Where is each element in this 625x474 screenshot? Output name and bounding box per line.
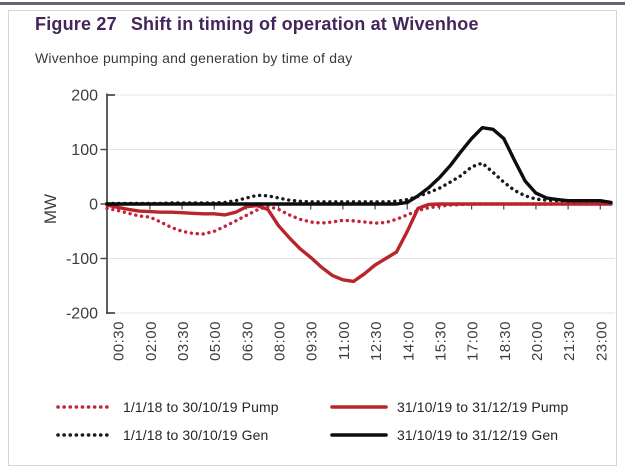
legend-item-pump-new: 31/10/19 to 31/12/19 Pump [330,393,611,421]
legend-label-gen-new: 31/10/19 to 31/12/19 Gen [397,427,559,443]
x-axis-tick-label: 23:00 [593,321,610,361]
legend-item-gen-new: 31/10/19 to 31/12/19 Gen [330,421,611,449]
x-axis-tick-label: 06:30 [239,321,256,361]
x-axis-tick-label: 11:00 [336,321,353,360]
y-axis-tick-label: 0 [89,197,98,214]
y-axis-title: MW [41,194,60,224]
x-axis-tick-label: 05:00 [207,321,224,361]
pump-old-legend-swatch [56,405,114,409]
x-axis-tick-label: 02:00 [143,321,160,361]
y-axis-tick-label: 200 [71,88,98,105]
legend-label-gen-old: 1/1/18 to 30/10/19 Gen [123,427,269,443]
x-axis-tick-label: 03:30 [175,321,192,361]
legend-label-pump-new: 31/10/19 to 31/12/19 Pump [397,399,569,415]
y-axis-tick-label: -100 [66,251,98,268]
legend-item-pump-old: 1/1/18 to 30/10/19 Pump [56,393,330,421]
chart-legend: 1/1/18 to 30/10/19 Pump 31/10/19 to 31/12… [56,393,611,449]
gen-old-legend-swatch [56,433,114,437]
x-axis-tick-label: 09:30 [304,321,321,361]
figure-title: Shift in timing of operation at Wivenhoe [130,14,479,34]
y-axis-tick-label: -200 [66,306,98,323]
figure-label: Figure 27 [35,14,117,34]
legend-item-gen-old: 1/1/18 to 30/10/19 Gen [56,421,330,449]
chart-subtitle: Wivenhoe pumping and generation by time … [35,50,353,66]
gen-old-line [105,161,613,206]
x-axis-tick-label: 08:00 [272,321,289,361]
pump-new-line [105,202,613,284]
x-axis-tick-label: 20:00 [529,321,546,361]
pump-new-legend-swatch [330,405,388,409]
x-axis-tick-label: 18:30 [497,321,514,361]
x-axis-tick-label: 14:00 [400,321,417,361]
x-axis-tick-label: 00:30 [111,321,128,361]
figure-border [8,10,617,466]
x-axis-tick-label: 17:00 [465,321,482,361]
x-axis-tick-label: 12:30 [368,321,385,361]
y-axis-tick-label: 100 [71,142,98,159]
x-axis-tick-label: 21:30 [561,321,578,361]
gen-new-line [105,126,613,206]
top-accent-line [0,2,625,5]
gen-new-legend-swatch [330,433,388,437]
x-axis-tick-label: 15:30 [432,321,449,361]
figure-heading: Figure 27 Shift in timing of operation at… [35,14,479,35]
legend-label-pump-old: 1/1/18 to 30/10/19 Pump [123,399,279,415]
